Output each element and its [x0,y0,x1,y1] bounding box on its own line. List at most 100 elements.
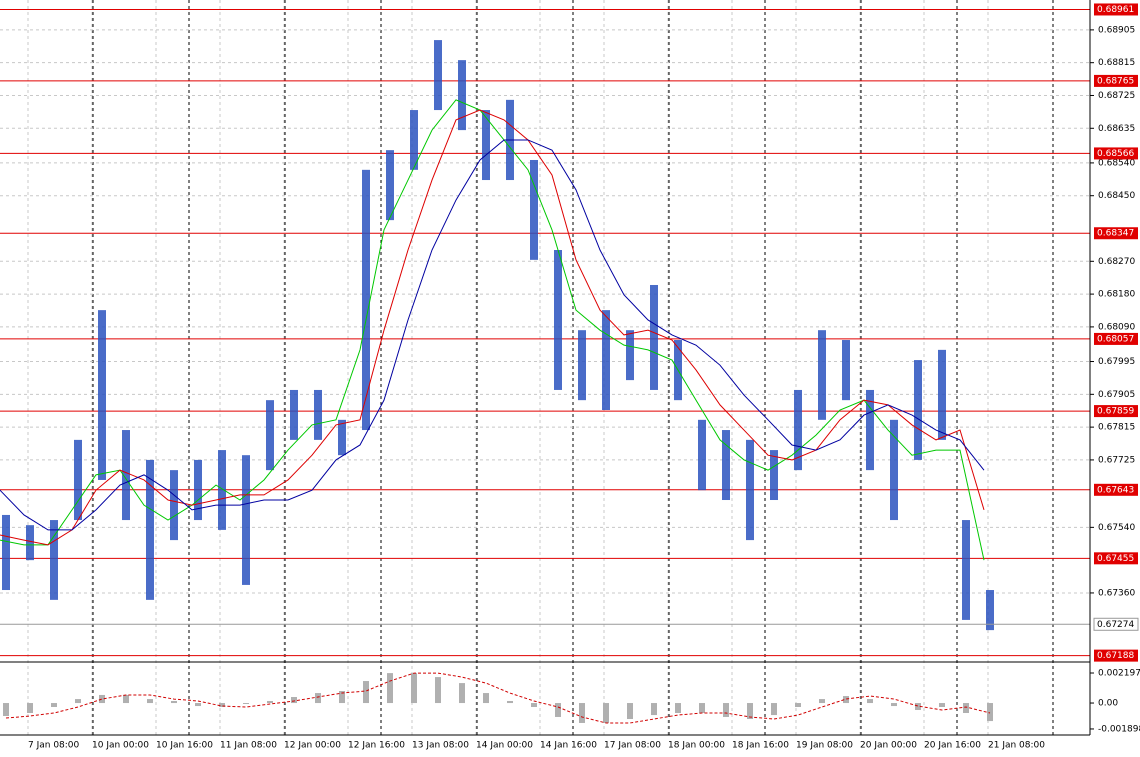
level-label-box [1094,552,1138,565]
price-bar [962,520,970,620]
x-tick-label: 20 Jan 00:00 [860,741,917,751]
level-label: 0.68057 [1097,334,1134,344]
y-tick-label: 0.00 [1098,699,1118,709]
level-label-box [1094,3,1138,16]
price-bar [410,110,418,170]
oscillator-bar [147,699,153,704]
last-price-label: 0.67274 [1097,620,1134,630]
price-bar [98,310,106,480]
x-tick-label: 20 Jan 16:00 [924,741,981,751]
y-tick-label: 0.68635 [1098,124,1135,134]
y-tick-label: 0.67905 [1098,390,1135,400]
price-bar [434,40,442,111]
price-bar [818,330,826,420]
oscillator-bar [531,703,537,707]
price-bar [746,439,754,541]
price-bar [146,459,154,600]
x-tick-label: 17 Jan 08:00 [604,741,661,751]
oscillator-bar [267,700,273,704]
last-price-box [1093,617,1139,631]
moving-average [0,109,985,546]
price-bar [698,419,706,491]
y-tick-label: 0.68450 [1098,191,1135,201]
x-tick-label: 7 Jan 08:00 [28,741,80,751]
price-bar [458,60,466,131]
level-label: 0.68765 [1097,76,1134,86]
plot-area [0,0,1090,735]
price-bar [218,450,226,530]
price-bar [530,159,538,260]
price-bar [74,439,82,521]
oscillator-bar [51,703,57,707]
oscillator-bar [555,703,561,717]
price-bar [290,389,298,440]
price-bar [626,330,634,381]
price-bar [170,470,178,541]
price-bar [770,450,778,501]
price-bar [914,360,922,460]
price-bar [554,250,562,390]
price-bar [2,514,10,591]
oscillator-bar [411,673,417,704]
x-tick-label: 13 Jan 08:00 [412,741,469,751]
y-tick-label: 0.002197 [1098,669,1140,679]
y-tick-label: 0.67360 [1098,588,1135,598]
oscillator-bar [795,703,801,707]
price-bar [194,459,202,521]
x-tick-label: 10 Jan 00:00 [92,741,149,751]
level-label: 0.68566 [1097,149,1134,159]
oscillator-bar [603,703,609,723]
oscillator-bar [339,691,345,704]
x-tick-label: 12 Jan 00:00 [284,741,341,751]
oscillator-bar [723,703,729,717]
level-label-box [1094,74,1138,87]
oscillator-bar [627,703,633,720]
y-tick-label: 0.68540 [1098,158,1135,168]
price-bar [866,389,874,471]
price-bar [602,310,610,410]
y-tick-label: 0.68180 [1098,290,1135,300]
y-tick-label: 0.67995 [1098,357,1135,367]
price-bar [242,455,250,585]
x-tick-label: 11 Jan 08:00 [220,741,277,751]
oscillator-bar [843,696,849,704]
level-label-box [1094,405,1138,418]
level-label: 0.68347 [1097,229,1134,239]
oscillator-bar [651,703,657,716]
oscillator-bar [219,703,225,707]
y-tick-label: 0.67725 [1098,455,1135,465]
x-tick-label: 21 Jan 08:00 [988,741,1045,751]
price-bar [314,389,322,440]
x-tick-label: 14 Jan 00:00 [476,741,533,751]
x-tick-label: 12 Jan 16:00 [348,741,405,751]
oscillator-bar [819,699,825,704]
oscillator-bar [171,700,177,704]
moving-average [0,99,985,561]
level-label-box [1094,227,1138,240]
oscillator-bar [747,703,753,720]
price-bar [386,150,394,221]
price-bar [26,525,34,561]
oscillator-bar [867,699,873,704]
price-bar [578,330,586,401]
x-tick-label: 14 Jan 16:00 [540,741,597,751]
x-tick-label: 10 Jan 16:00 [156,741,213,751]
price-bar [938,349,946,440]
oscillator-bar [771,703,777,716]
oscillator-bar [27,703,33,714]
price-bar [986,590,994,631]
x-tick-label: 18 Jan 00:00 [668,741,725,751]
y-tick-label: -0.001898 [1098,724,1140,734]
oscillator-bar [459,683,465,704]
oscillator-bar [387,673,393,704]
level-label: 0.67643 [1097,485,1134,495]
price-bar [842,340,850,401]
oscillator-bar [75,699,81,704]
oscillator-bar [963,703,969,714]
y-tick-label: 0.67540 [1098,523,1135,533]
oscillator-bar [915,703,921,710]
x-tick-label: 18 Jan 16:00 [732,741,789,751]
level-label-box [1094,649,1138,662]
